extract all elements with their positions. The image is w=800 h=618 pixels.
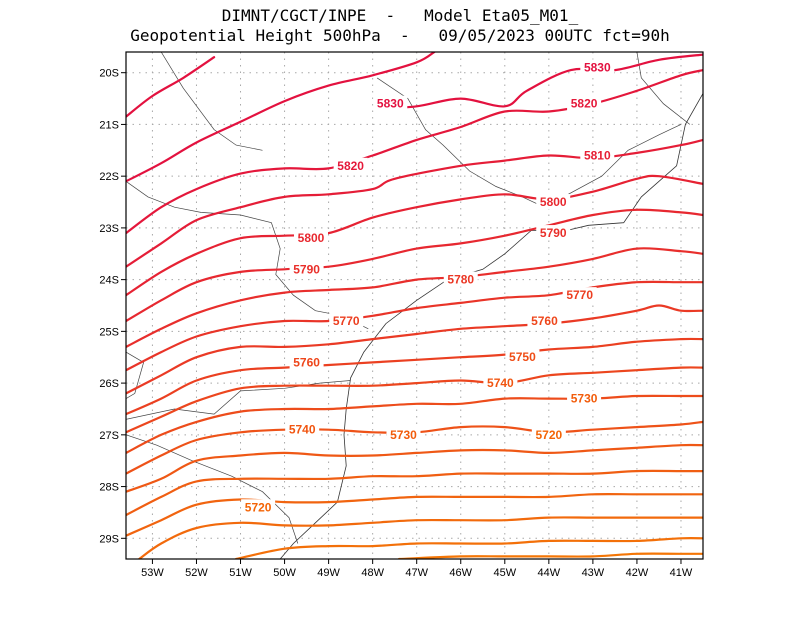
contour-line-5680 [138, 516, 703, 559]
contour-label: 5820 [337, 159, 364, 173]
contour-label: 5770 [566, 288, 593, 302]
lat-tick-label: 23S [99, 223, 119, 235]
contour-line-5750 [126, 337, 703, 416]
contour-label-bg [293, 230, 328, 246]
contour-label-bg [505, 349, 540, 365]
lon-tick-label: 53W [141, 567, 164, 579]
lon-tick-label: 51W [229, 567, 252, 579]
contour-line-5810 [126, 138, 703, 268]
lon-tick-label: 52W [185, 567, 208, 579]
contour-label: 5740 [487, 376, 514, 390]
contour-label: 5810 [584, 148, 611, 162]
contour-label-bg [527, 313, 562, 329]
lat-tick-label: 21S [99, 119, 119, 131]
contour-label-bg [483, 375, 518, 391]
contour-label: 5740 [289, 423, 316, 437]
contour-label: 5780 [447, 273, 474, 287]
plot-frame [125, 51, 704, 560]
contour-label: 5720 [245, 500, 272, 514]
contour-label-bg [241, 499, 276, 515]
lon-tick-label: 42W [626, 567, 649, 579]
state-border [376, 77, 682, 208]
contour-label: 5720 [535, 428, 562, 442]
contour-label-bg [329, 313, 364, 329]
contour-label-bg [373, 95, 408, 111]
contour-label: 5800 [540, 195, 567, 209]
contour-label-bg [580, 147, 615, 163]
lat-tick-label: 28S [99, 482, 119, 494]
contour-line-5730 [126, 394, 703, 454]
lon-tick-label: 44W [538, 567, 561, 579]
state-border [126, 351, 145, 399]
axis-ticks: 53W 52W 51W 50W 49W 48W 47W 46W 45W 44W 43W 42W 41W 2… [99, 68, 692, 579]
lon-tick-label: 46W [449, 567, 472, 579]
contour-line-5800 [126, 174, 703, 297]
contour-label: 5770 [333, 314, 360, 328]
contour-label: 5790 [293, 262, 320, 276]
contour-label-layer: 5830 5830 5820 5820 5810 5800 5800 5790 5790 5780… [241, 59, 615, 515]
contour-label-bg [285, 421, 320, 437]
contour-label-bg [531, 426, 566, 442]
lat-tick-label: 26S [99, 378, 119, 390]
lat-tick-label: 24S [99, 275, 119, 287]
contour-label: 5790 [540, 226, 567, 240]
contour-line-5780 [126, 247, 703, 348]
contour-line-5820 [126, 69, 703, 235]
state-border [160, 52, 263, 151]
contour-label: 5830 [377, 97, 404, 111]
contour-label-bg [333, 157, 368, 173]
contour-label-bg [580, 59, 615, 75]
contour-label: 5830 [584, 61, 611, 75]
contour-label: 5750 [509, 350, 536, 364]
state-border [126, 380, 351, 420]
grid-lines [126, 52, 703, 559]
contour-label: 5730 [390, 428, 417, 442]
contour-label: 5760 [531, 314, 558, 328]
state-border [126, 434, 299, 544]
contour-label: 5760 [293, 355, 320, 369]
lat-tick-label: 22S [99, 171, 119, 183]
contour-label-bg [289, 354, 324, 370]
lat-tick-label: 25S [99, 326, 119, 338]
contour-label-bg [536, 194, 571, 210]
lat-tick-label: 27S [99, 430, 119, 442]
contour-label: 5800 [298, 231, 325, 245]
contour-label: 5730 [571, 392, 598, 406]
lon-tick-label: 48W [361, 567, 384, 579]
contour-line-5830 [126, 52, 436, 183]
lat-tick-label: 20S [99, 68, 119, 80]
map-title-line-1: DIMNT/CGCT/INPE - Model Eta05_M01_ [221, 6, 579, 25]
lon-tick-label: 47W [405, 567, 428, 579]
lon-tick-label: 43W [582, 567, 605, 579]
contour-line-5660 [398, 552, 703, 559]
contour-line-5670 [235, 537, 703, 559]
contour-line-5740 [126, 366, 703, 434]
lon-tick-label: 41W [670, 567, 693, 579]
lon-tick-label: 45W [493, 567, 516, 579]
contour-layer [126, 52, 703, 559]
lon-tick-label: 50W [273, 567, 296, 579]
contour-label-bg [562, 287, 597, 303]
contour-line-5760 [126, 304, 703, 395]
contour-label: 5820 [571, 97, 598, 111]
contour-label-bg [567, 95, 602, 111]
contour-label-bg [536, 225, 571, 241]
contour-line-5830 [376, 53, 703, 110]
contour-line-5690 [126, 493, 703, 537]
contour-label-bg [567, 390, 602, 406]
contour-label-bg [289, 261, 324, 277]
contour-label-bg [443, 271, 478, 287]
lat-tick-label: 29S [99, 533, 119, 545]
contour-label-bg [386, 426, 421, 442]
contour-line-5790 [126, 208, 703, 323]
lon-tick-label: 49W [317, 567, 340, 579]
contour-line-5830 [126, 56, 216, 118]
contour-line-5770 [126, 280, 703, 372]
contour-line-5710 [126, 443, 703, 493]
map-title-line-2: Geopotential Height 500hPa - 09/05/2023 … [130, 26, 670, 45]
contour-line-5700 [126, 469, 703, 517]
